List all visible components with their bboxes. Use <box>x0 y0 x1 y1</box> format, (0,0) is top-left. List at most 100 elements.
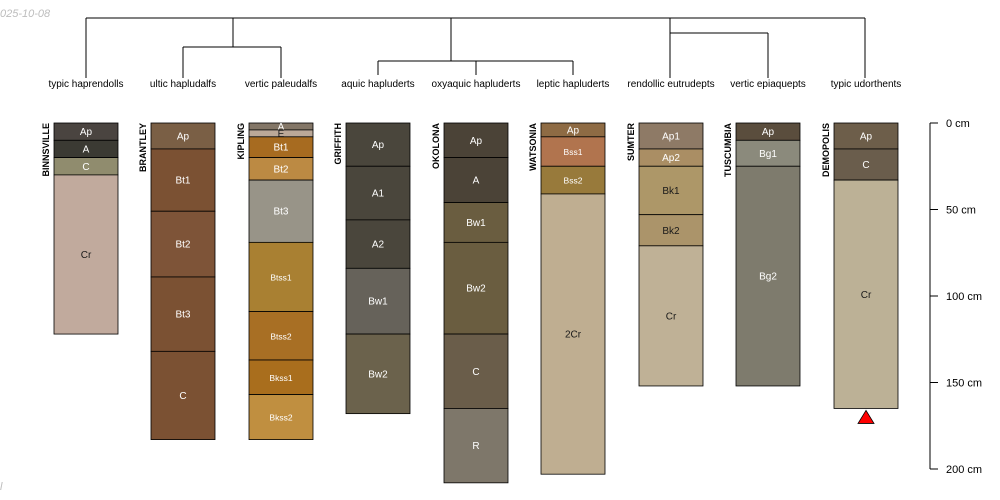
profile-id: BINNSVILLE <box>41 123 51 177</box>
depth-tick-label: 200 cm <box>946 464 982 476</box>
horizon-label: Ap <box>470 136 483 147</box>
horizon-layer <box>345 165 411 221</box>
profile-id: GRIFFITH <box>333 123 343 165</box>
horizon-label: Ap <box>567 125 580 136</box>
taxon-label: vertic paleudalfs <box>245 79 317 90</box>
soil-profile: typic udorthents Ap C Cr DEMOPOLIS <box>821 79 902 424</box>
horizon-label: Btss1 <box>270 272 292 282</box>
horizon-label: Bt1 <box>175 176 190 187</box>
taxon-label: ultic hapludalfs <box>150 79 216 90</box>
horizon-layer <box>248 394 314 440</box>
horizon-label: Cr <box>666 311 677 322</box>
horizon-label: Bkss2 <box>269 413 292 423</box>
taxon-label: rendollic eutrudepts <box>627 79 714 90</box>
horizon-label: Ap <box>762 127 775 138</box>
horizon-label: Ap <box>80 127 93 138</box>
horizon-layer <box>638 165 704 216</box>
date-stamp: 025-10-08 <box>0 8 51 20</box>
horizon-label: Bk2 <box>662 226 680 237</box>
horizon-label: Bw2 <box>368 369 388 380</box>
horizon-layer <box>735 139 801 167</box>
horizon-label: Ap2 <box>662 153 680 164</box>
horizon-label: Ap <box>177 131 190 142</box>
taxon-label: vertic epiaquepts <box>730 79 806 90</box>
horizon-layer <box>638 214 704 247</box>
horizon-label: Bg1 <box>759 149 777 160</box>
horizon-label: Bw2 <box>466 284 486 295</box>
taxon-label: oxyaquic hapluderts <box>432 79 521 90</box>
horizon-layer <box>53 174 119 335</box>
horizon-label: Cr <box>861 290 872 301</box>
depth-axis: 0 cm 50 cm 100 cm 150 cm 200 cm <box>929 118 982 476</box>
soil-profile: aquic hapluderts Ap A1 A2 Bw1 Bw2 GRIFFITH <box>333 79 415 415</box>
horizon-layer <box>443 408 509 484</box>
depth-tick-label: 0 cm <box>946 118 970 130</box>
soil-profile: rendollic eutrudepts Ap1 Ap2 Bk1 Bk2 Cr SUMTER <box>626 79 715 387</box>
soil-profile: ultic hapludalfs Ap Bt1 Bt2 Bt3 C BRANTLEY <box>138 79 216 440</box>
horizon-label: Bss1 <box>564 147 583 157</box>
horizon-layer <box>345 333 411 415</box>
taxon-label: leptic hapluderts <box>537 79 610 90</box>
horizon-layer <box>735 165 801 387</box>
horizon-label: Ap <box>372 140 385 151</box>
horizon-layer <box>833 122 899 150</box>
bedrock-marker-icon <box>857 409 875 424</box>
profile-id: WATSONIA <box>528 123 538 171</box>
horizon-label: C <box>179 391 186 402</box>
depth-tick-label: 100 cm <box>946 291 982 303</box>
horizon-layer <box>150 350 216 440</box>
horizon-label: C <box>472 367 479 378</box>
horizon-layer <box>443 333 509 409</box>
horizon-layer <box>345 122 411 167</box>
horizon-layer <box>248 359 314 396</box>
horizon-label: Btss2 <box>270 331 292 341</box>
depth-tick-label: 150 cm <box>946 378 982 390</box>
taxon-label: typic udorthents <box>831 79 902 90</box>
horizon-label: A <box>473 176 480 187</box>
horizon-label: A2 <box>372 240 385 251</box>
horizon-layer <box>345 219 411 269</box>
horizon-layer <box>443 122 509 158</box>
horizon-layer <box>833 148 899 181</box>
depth-tick-label: 50 cm <box>946 205 976 217</box>
horizon-label: C <box>862 160 869 171</box>
horizon-label: 2Cr <box>565 330 582 341</box>
horizon-layer <box>150 148 216 212</box>
horizon-label: Ap1 <box>662 131 680 142</box>
soil-profile: typic haprendolls Ap AC Cr BINNSVILLE <box>41 79 124 335</box>
horizon-layer <box>540 165 606 195</box>
horizon-layer <box>638 245 704 387</box>
horizon-layer <box>150 210 216 278</box>
soil-profile: vertic paleudalfs AE Bt1 Bt2 Bt3 Btss1 Btss2 Bk… <box>236 79 317 440</box>
soil-profile: vertic epiaquepts Ap Bg1 Bg2 TUSCUMBIA <box>723 79 806 387</box>
horizon-label: E <box>278 129 285 140</box>
horizon-label: R <box>472 441 479 452</box>
horizon-label: Bss2 <box>564 176 583 186</box>
corner-stamp: l <box>0 481 3 493</box>
horizon-layer <box>540 193 606 475</box>
horizon-layer <box>540 136 606 167</box>
horizon-label: C <box>82 162 89 173</box>
horizon-layer <box>833 179 899 409</box>
horizon-layer <box>150 122 216 150</box>
horizon-label: A1 <box>372 189 385 200</box>
horizon-label: Cr <box>81 250 92 261</box>
horizon-label: Bt2 <box>175 240 190 251</box>
horizon-layer <box>443 157 509 203</box>
profile-id: SUMTER <box>626 123 636 162</box>
horizon-label: Bk1 <box>662 186 680 197</box>
horizon-label: Ap <box>860 131 873 142</box>
horizon-label: A <box>278 122 285 133</box>
horizon-layer <box>248 311 314 361</box>
horizon-label: Bt3 <box>273 207 288 218</box>
soil-profile: leptic hapluderts Ap Bss1 Bss2 2Cr WATSONIA <box>528 79 610 475</box>
profile-id: DEMOPOLIS <box>821 123 831 177</box>
taxon-label: typic haprendolls <box>48 79 123 90</box>
horizon-label: Bw1 <box>368 297 388 308</box>
soil-profile: oxyaquic hapluderts Ap A Bw1 Bw2 C R OKOLONA <box>431 79 521 484</box>
horizon-layer <box>248 179 314 243</box>
profile-id: BRANTLEY <box>138 123 148 172</box>
horizon-label: Bt2 <box>273 164 288 175</box>
horizon-label: Bt3 <box>175 310 190 321</box>
